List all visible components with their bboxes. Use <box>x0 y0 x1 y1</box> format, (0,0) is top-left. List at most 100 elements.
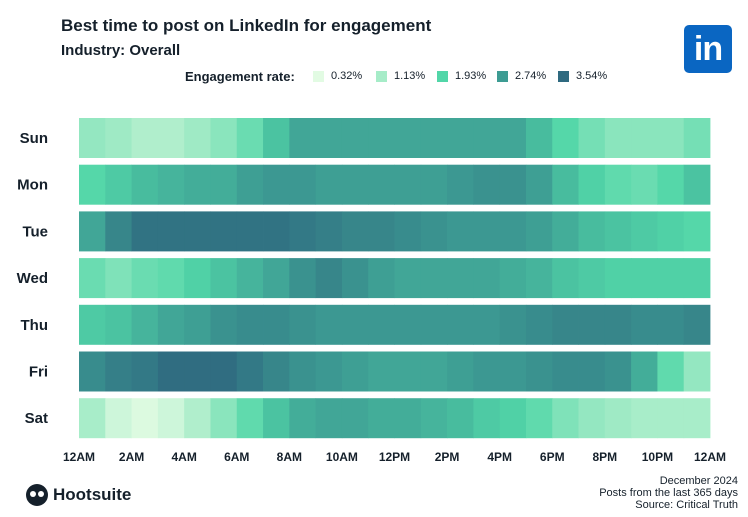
heat-cell-sat-8pm <box>604 398 632 439</box>
heat-cell-mon-7pm <box>578 164 606 205</box>
heat-cell-sat-5pm <box>525 398 553 439</box>
heat-cell-sun-1pm <box>420 118 448 158</box>
heat-cell-tue-10am <box>341 211 369 252</box>
heat-cell-tue-1am <box>105 211 132 252</box>
heat-cell-sat-4am <box>184 398 211 439</box>
chart-title: Best time to post on LinkedIn for engage… <box>61 16 432 35</box>
heat-cell-fri-11am <box>368 351 395 392</box>
heat-cell-mon-9am <box>315 164 343 205</box>
heat-cell-sun-4am <box>184 118 211 158</box>
heat-cell-fri-7pm <box>578 351 606 392</box>
heat-cell-tue-7pm <box>578 211 606 252</box>
heat-cell-fri-11pm <box>683 351 711 392</box>
heat-cell-mon-4am <box>184 164 211 205</box>
heat-cell-sun-4pm <box>499 118 527 158</box>
heat-cell-thu-8am <box>289 304 317 345</box>
heat-cell-fri-9pm <box>631 351 658 392</box>
heat-cell-sun-9pm <box>631 118 658 158</box>
footer-note: Posts from the last 365 days <box>599 487 738 499</box>
heat-cell-mon-10pm <box>657 164 685 205</box>
heat-cell-fri-2am <box>131 351 159 392</box>
heat-cell-wed-10am <box>341 258 369 299</box>
heat-cell-fri-4am <box>184 351 211 392</box>
heat-cell-wed-3am <box>157 258 185 299</box>
heat-cell-sat-9am <box>315 398 343 439</box>
heat-cell-wed-12am <box>79 258 106 299</box>
heat-cell-mon-12pm <box>394 164 422 205</box>
legend-label: 0.32% <box>331 70 363 82</box>
heat-cell-sun-10pm <box>657 118 685 158</box>
chart-subtitle: Industry: Overall <box>61 42 181 59</box>
heat-cell-thu-6am <box>236 304 264 345</box>
heat-cell-sat-7am <box>263 398 290 439</box>
legend-swatch <box>376 71 387 82</box>
heat-cell-wed-8am <box>289 258 317 299</box>
heat-cell-sat-10am <box>341 398 369 439</box>
heat-cell-tue-8am <box>289 211 317 252</box>
heat-cell-sun-3pm <box>473 118 501 158</box>
x-tick-label: 10AM <box>326 450 358 464</box>
heat-cell-thu-6pm <box>552 304 579 345</box>
legend-label: 2.74% <box>515 70 547 82</box>
heat-cell-tue-4am <box>184 211 211 252</box>
heat-cell-thu-10pm <box>657 304 685 345</box>
heat-cell-sat-9pm <box>631 398 658 439</box>
heat-cell-sun-10am <box>341 118 369 158</box>
heat-cell-wed-11pm <box>683 258 711 299</box>
heat-cell-sun-7pm <box>578 118 606 158</box>
heat-cell-fri-2pm <box>447 351 474 392</box>
heat-cell-mon-3pm <box>473 164 501 205</box>
legend: Engagement rate: 0.32% 1.13% 1.93% 2.74%… <box>0 68 748 86</box>
heat-cell-tue-5am <box>210 211 238 252</box>
heat-cell-mon-3am <box>157 164 185 205</box>
heat-cell-mon-2pm <box>447 164 474 205</box>
x-tick-label: 2PM <box>435 450 460 464</box>
row-label-wed: Wed <box>17 270 48 287</box>
heat-cell-tue-6pm <box>552 211 579 252</box>
heat-cell-sat-11pm <box>683 398 711 439</box>
heat-cell-sun-2pm <box>447 118 474 158</box>
heat-cell-fri-12pm <box>394 351 422 392</box>
row-label-thu: Thu <box>21 317 49 334</box>
legend-label: 1.13% <box>394 70 426 82</box>
heat-cell-tue-2pm <box>447 211 474 252</box>
heat-cell-mon-10am <box>341 164 369 205</box>
x-tick-label: 4PM <box>487 450 512 464</box>
heat-cell-tue-9am <box>315 211 343 252</box>
heat-cell-sat-1pm <box>420 398 448 439</box>
heat-cell-sun-12pm <box>394 118 422 158</box>
heat-cell-thu-7am <box>263 304 290 345</box>
legend-swatch <box>437 71 448 82</box>
heat-cell-wed-2pm <box>447 258 474 299</box>
heat-cell-wed-2am <box>131 258 159 299</box>
heat-cell-fri-7am <box>263 351 290 392</box>
heat-cell-tue-3am <box>157 211 185 252</box>
heat-cell-fri-3pm <box>473 351 501 392</box>
heat-cell-sat-12pm <box>394 398 422 439</box>
heat-cell-thu-2pm <box>447 304 474 345</box>
heat-cell-wed-10pm <box>657 258 685 299</box>
legend-swatch <box>558 71 569 82</box>
footer-info: December 2024 Posts from the last 365 da… <box>599 475 738 511</box>
heat-cell-mon-1pm <box>420 164 448 205</box>
heat-cell-sun-5am <box>210 118 238 158</box>
legend-label: 3.54% <box>576 70 608 82</box>
x-tick-label: 12PM <box>379 450 410 464</box>
heat-cell-thu-7pm <box>578 304 606 345</box>
heat-cell-tue-11pm <box>683 211 711 252</box>
heat-cell-fri-12am <box>79 351 106 392</box>
heat-cell-sat-4pm <box>499 398 527 439</box>
x-tick-label: 12AM <box>63 450 95 464</box>
heat-cell-mon-4pm <box>499 164 527 205</box>
heat-cell-wed-7pm <box>578 258 606 299</box>
heat-cell-fri-8am <box>289 351 317 392</box>
heat-cell-thu-9am <box>315 304 343 345</box>
footer-date: December 2024 <box>659 475 738 487</box>
legend-label: 1.93% <box>455 70 487 82</box>
heat-cell-fri-9am <box>315 351 343 392</box>
footer-source: Source: Critical Truth <box>635 499 738 511</box>
heat-cell-mon-11am <box>368 164 395 205</box>
heat-cell-sun-9am <box>315 118 343 158</box>
heat-cell-sat-11am <box>368 398 395 439</box>
heat-cell-tue-5pm <box>525 211 553 252</box>
